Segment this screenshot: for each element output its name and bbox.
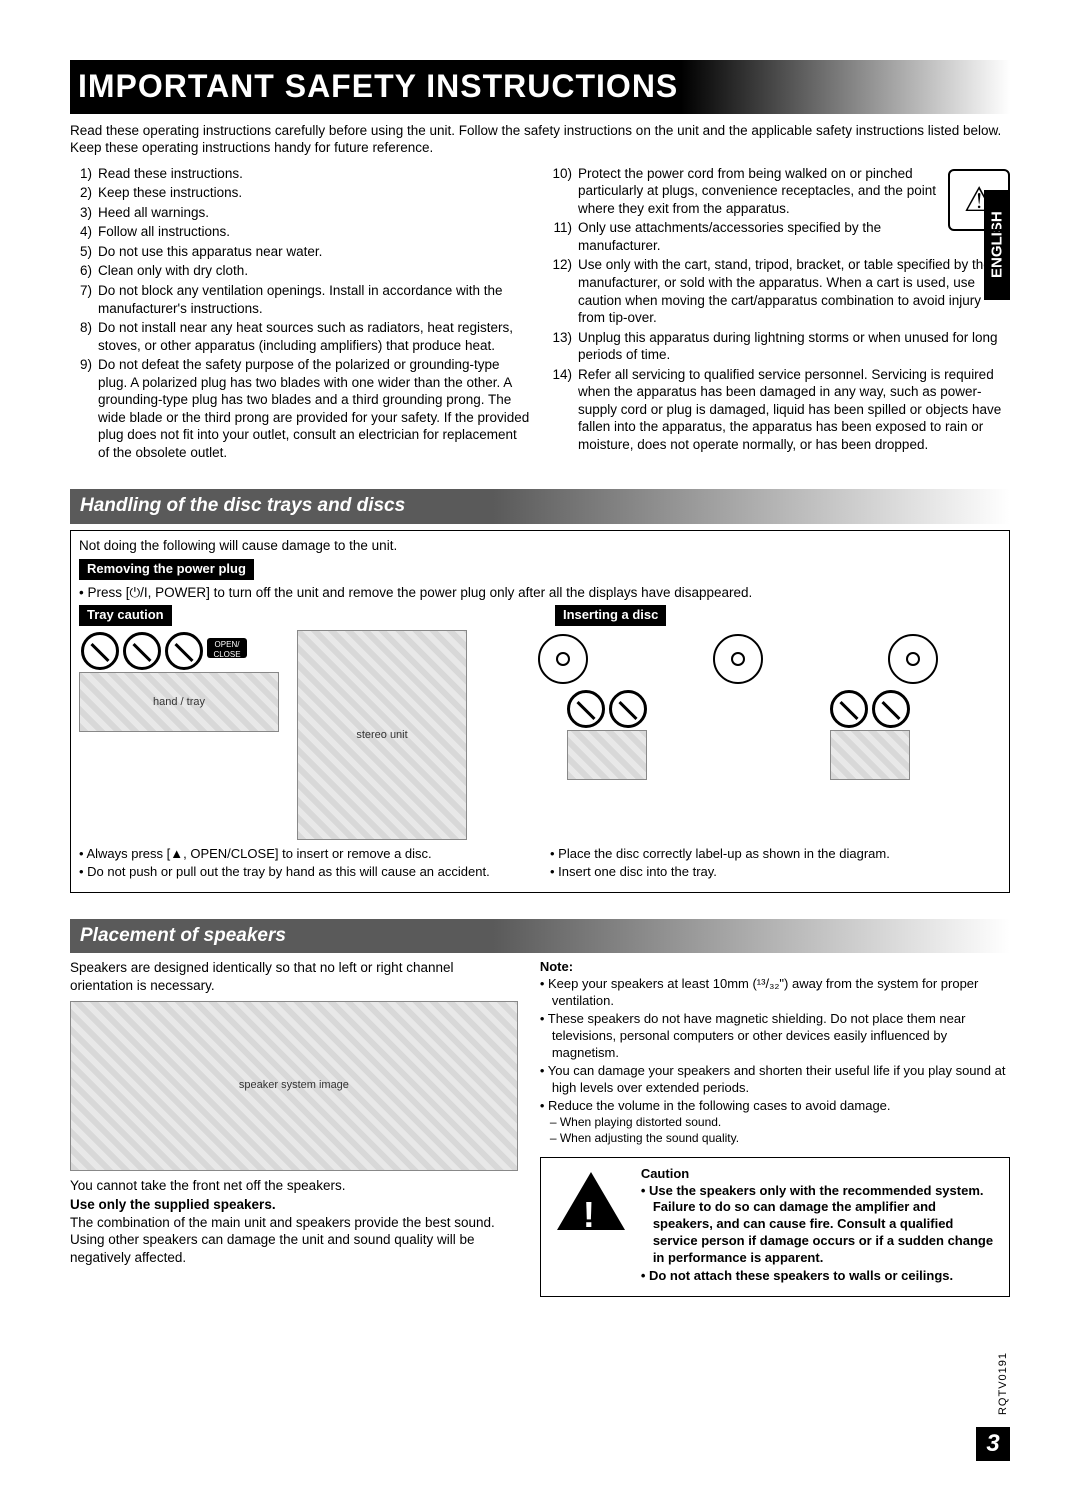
page-number: 3: [976, 1427, 1010, 1461]
wrong-disc-diagram: [567, 730, 647, 780]
use-only-text: The combination of the main unit and spe…: [70, 1214, 518, 1267]
diagram-row: OPEN/CLOSE hand / tray stereo unit: [79, 630, 1001, 840]
list-item: When adjusting the sound quality.: [550, 1131, 1010, 1147]
prohibit-icon: [609, 690, 647, 728]
title-bar: IMPORTANT SAFETY INSTRUCTIONS: [70, 60, 1010, 114]
list-item: Keep your speakers at least 10mm (¹³/₃₂"…: [540, 976, 1010, 1010]
disc-ok-icon: [538, 634, 588, 684]
intro-text: Read these operating instructions carefu…: [70, 122, 1010, 157]
safety-col-right: ⚠ 10)Protect the power cord from being w…: [550, 165, 1010, 464]
document-code: RQTV0191: [996, 1352, 1010, 1415]
prohibit-icon: [872, 690, 910, 728]
list-item: When playing distorted sound.: [550, 1115, 1010, 1131]
speakers-photo: speaker system image: [70, 1001, 518, 1171]
list-item: Do not push or pull out the tray by hand…: [79, 864, 530, 881]
list-item: 2)Keep these instructions.: [70, 184, 530, 202]
caution-box: Caution Use the speakers only with the r…: [540, 1157, 1010, 1297]
section-speakers-title: Placement of speakers: [70, 919, 1010, 954]
caution-label: Caution: [641, 1166, 999, 1183]
tray-caution-label: Tray caution: [79, 605, 172, 626]
section-handling-title: Handling of the disc trays and discs: [70, 489, 1010, 524]
tray-left-bullets: Always press [▲, OPEN/CLOSE] to insert o…: [79, 846, 530, 881]
list-item: 11)Only use attachments/accessories spec…: [550, 219, 942, 254]
list-item: You can damage your speakers and shorten…: [540, 1063, 1010, 1097]
tray-hand-diagram: hand / tray: [79, 672, 279, 732]
speakers-para1: Speakers are designed identically so tha…: [70, 959, 518, 994]
prohibit-icon: [123, 632, 161, 670]
list-item: 8)Do not install near any heat sources s…: [70, 319, 530, 354]
use-only-label: Use only the supplied speakers.: [70, 1196, 518, 1214]
list-item: 5)Do not use this apparatus near water.: [70, 243, 530, 261]
list-item: Place the disc correctly label-up as sho…: [550, 846, 1001, 863]
disc-ok-icon: [713, 634, 763, 684]
safety-col-left: 1)Read these instructions.2)Keep these i…: [70, 165, 530, 464]
stereo-unit-diagram: stereo unit: [297, 630, 467, 840]
handling-lead: Not doing the following will cause damag…: [79, 537, 1001, 555]
prohibit-icon: [81, 632, 119, 670]
note-label: Note:: [540, 959, 1010, 976]
net-text: You cannot take the front net off the sp…: [70, 1177, 518, 1195]
caution-list: Use the speakers only with the recommend…: [641, 1183, 999, 1285]
prohibit-icon: [567, 690, 605, 728]
wrong-disc-diagram: [830, 730, 910, 780]
inserting-label: Inserting a disc: [555, 605, 666, 626]
list-item: 10)Protect the power cord from being wal…: [550, 165, 942, 218]
list-item: Insert one disc into the tray.: [550, 864, 1001, 881]
list-item: 1)Read these instructions.: [70, 165, 530, 183]
list-item: 14)Refer all servicing to qualified serv…: [550, 366, 1010, 454]
list-item: 6)Clean only with dry cloth.: [70, 262, 530, 280]
list-item: These speakers do not have magnetic shie…: [540, 1011, 1010, 1062]
tipover-icon: ⚠: [948, 169, 1010, 231]
warning-icon: [557, 1172, 625, 1230]
list-item: Do not attach these speakers to walls or…: [641, 1268, 999, 1285]
removing-label: Removing the power plug: [79, 559, 254, 580]
list-item: 12)Use only with the cart, stand, tripod…: [550, 256, 1010, 326]
removing-text: • Press [⏻/I, POWER] to turn off the uni…: [79, 584, 1001, 602]
prohibit-icon: [830, 690, 868, 728]
list-item: 4)Follow all instructions.: [70, 223, 530, 241]
list-item: Reduce the volume in the following cases…: [540, 1098, 1010, 1115]
open-close-button-icon: OPEN/CLOSE: [207, 638, 247, 658]
list-item: Always press [▲, OPEN/CLOSE] to insert o…: [79, 846, 530, 863]
disc-ok-icon: [888, 634, 938, 684]
handling-box: Not doing the following will cause damag…: [70, 530, 1010, 893]
list-item: Use the speakers only with the recommend…: [641, 1183, 999, 1267]
subnotes-list: When playing distorted sound.When adjust…: [540, 1115, 1010, 1146]
list-item: 13)Unplug this apparatus during lightnin…: [550, 329, 1010, 364]
page-title: IMPORTANT SAFETY INSTRUCTIONS: [78, 66, 1002, 108]
notes-list: Keep your speakers at least 10mm (¹³/₃₂"…: [540, 976, 1010, 1114]
list-item: 7)Do not block any ventilation openings.…: [70, 282, 530, 317]
list-item: 9)Do not defeat the safety purpose of th…: [70, 356, 530, 461]
tray-right-bullets: Place the disc correctly label-up as sho…: [550, 846, 1001, 881]
prohibit-icon: [165, 632, 203, 670]
speakers-columns: Speakers are designed identically so tha…: [70, 959, 1010, 1296]
safety-columns: 1)Read these instructions.2)Keep these i…: [70, 165, 1010, 464]
list-item: 3)Heed all warnings.: [70, 204, 530, 222]
